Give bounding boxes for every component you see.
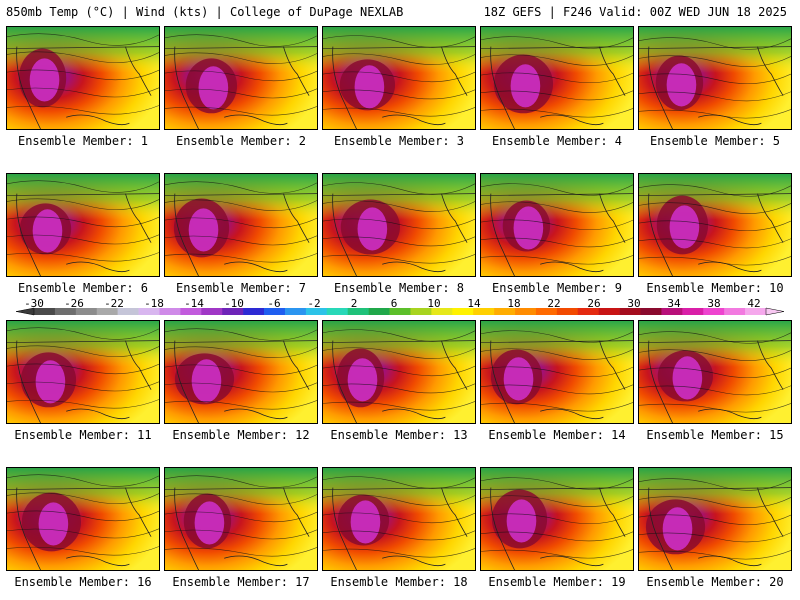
- ensemble-member-caption: Ensemble Member: 18: [330, 575, 468, 589]
- ensemble-member-caption: Ensemble Member: 8: [333, 281, 465, 295]
- ensemble-member-caption: Ensemble Member: 4: [491, 134, 623, 148]
- colorbar-swatch: [368, 308, 390, 315]
- colorbar-tick-label: 18: [507, 297, 521, 310]
- ensemble-member-map: [480, 320, 634, 424]
- ensemble-member-caption: Ensemble Member: 20: [646, 575, 784, 589]
- ensemble-member-caption: Ensemble Member: 11: [14, 428, 152, 442]
- ensemble-member-map: [322, 320, 476, 424]
- colorbar-swatch: [494, 308, 516, 315]
- colorbar-swatch: [201, 308, 223, 315]
- colorbar-swatch: [556, 308, 579, 315]
- colorbar-swatch: [54, 308, 77, 315]
- colorbar-swatch: [222, 308, 244, 315]
- colorbar-swatch: [431, 308, 453, 315]
- colorbar-swatch: [96, 308, 118, 315]
- colorbar-tick-label: -14: [184, 297, 204, 310]
- colorbar-swatch: [724, 308, 746, 315]
- colorbar-tick-label: -2: [307, 297, 321, 310]
- ensemble-member-map: [638, 467, 792, 571]
- colorbar-tick-label: 14: [467, 297, 481, 310]
- ensemble-member-map: [322, 173, 476, 277]
- colorbar-tick-label: 30: [627, 297, 641, 310]
- ensemble-member-map: [6, 320, 160, 424]
- colorbar-swatch: [682, 308, 704, 315]
- colorbar-swatch: [264, 308, 286, 315]
- colorbar-swatch: [640, 308, 662, 315]
- colorbar-swatch: [326, 308, 349, 315]
- colorbar-swatch: [703, 308, 725, 315]
- colorbar-swatch: [34, 308, 56, 315]
- run-valid-time: 18Z GEFS | F246 Valid: 00Z WED JUN 18 20…: [483, 5, 787, 19]
- colorbar-swatch: [75, 308, 98, 315]
- ensemble-member-map: [6, 467, 160, 571]
- ensemble-member-caption: Ensemble Member: 2: [175, 134, 307, 148]
- colorbar-swatch: [159, 308, 181, 315]
- colorbar-tick-label: 26: [587, 297, 601, 310]
- colorbar-swatch: [305, 308, 328, 315]
- ensemble-member-caption: Ensemble Member: 16: [14, 575, 152, 589]
- colorbar-tick-label: 6: [390, 297, 398, 310]
- colorbar-swatch: [745, 308, 767, 315]
- ensemble-member-map: [638, 26, 792, 130]
- ensemble-member-map: [322, 26, 476, 130]
- colorbar-swatch: [284, 308, 307, 315]
- colorbar-swatch: [243, 308, 265, 315]
- colorbar-swatch: [661, 308, 683, 315]
- ensemble-member-map: [164, 320, 318, 424]
- ensemble-member-map: [164, 467, 318, 571]
- colorbar-arrow: [765, 307, 785, 316]
- ensemble-member-map: [480, 26, 634, 130]
- ensemble-member-caption: Ensemble Member: 13: [330, 428, 468, 442]
- ensemble-member-map: [6, 26, 160, 130]
- temperature-colorbar: [15, 307, 785, 316]
- ensemble-member-caption: Ensemble Member: 12: [172, 428, 310, 442]
- ensemble-member-caption: Ensemble Member: 6: [17, 281, 149, 295]
- ensemble-member-map: [638, 173, 792, 277]
- ensemble-member-caption: Ensemble Member: 3: [333, 134, 465, 148]
- colorbar-tick-label: 34: [667, 297, 681, 310]
- colorbar-tick-label: -26: [64, 297, 84, 310]
- colorbar-tick-label: -18: [144, 297, 164, 310]
- colorbar-tick-label: -22: [104, 297, 124, 310]
- colorbar-swatch: [619, 308, 641, 315]
- ensemble-member-caption: Ensemble Member: 1: [17, 134, 149, 148]
- ensemble-member-caption: Ensemble Member: 14: [488, 428, 626, 442]
- ensemble-member-caption: Ensemble Member: 19: [488, 575, 626, 589]
- ensemble-member-caption: Ensemble Member: 17: [172, 575, 310, 589]
- colorbar-swatch: [577, 308, 599, 315]
- colorbar-tick-label: -6: [267, 297, 281, 310]
- colorbar-swatch: [410, 308, 432, 315]
- colorbar-swatch: [598, 308, 620, 315]
- colorbar-tick-label: 38: [707, 297, 721, 310]
- colorbar-swatch: [473, 308, 495, 315]
- colorbar-tick-label: 2: [350, 297, 358, 310]
- colorbar-swatch: [452, 308, 474, 315]
- ensemble-member-map: [6, 173, 160, 277]
- ensemble-member-map: [164, 26, 318, 130]
- colorbar-arrow: [15, 307, 35, 316]
- colorbar-swatch: [117, 308, 139, 315]
- colorbar-tick-label: 22: [547, 297, 561, 310]
- ensemble-member-map: [322, 467, 476, 571]
- colorbar-swatch: [138, 308, 160, 315]
- colorbar-swatch: [515, 308, 537, 315]
- colorbar-tick-label: 10: [427, 297, 441, 310]
- ensemble-member-caption: Ensemble Member: 5: [649, 134, 781, 148]
- colorbar-tick-label: 42: [747, 297, 761, 310]
- colorbar-swatch: [535, 308, 558, 315]
- ensemble-member-caption: Ensemble Member: 9: [491, 281, 623, 295]
- colorbar-swatch: [389, 308, 411, 315]
- map-title: 850mb Temp (°C) | Wind (kts) | College o…: [6, 5, 404, 19]
- ensemble-member-map: [638, 320, 792, 424]
- ensemble-member-caption: Ensemble Member: 15: [646, 428, 784, 442]
- colorbar-tick-label: -10: [224, 297, 244, 310]
- colorbar-tick-label: -30: [24, 297, 44, 310]
- colorbar-swatch: [347, 308, 369, 315]
- ensemble-member-caption: Ensemble Member: 10: [646, 281, 784, 295]
- ensemble-member-map: [480, 467, 634, 571]
- ensemble-member-map: [164, 173, 318, 277]
- ensemble-member-map: [480, 173, 634, 277]
- colorbar-swatch: [180, 308, 202, 315]
- ensemble-member-caption: Ensemble Member: 7: [175, 281, 307, 295]
